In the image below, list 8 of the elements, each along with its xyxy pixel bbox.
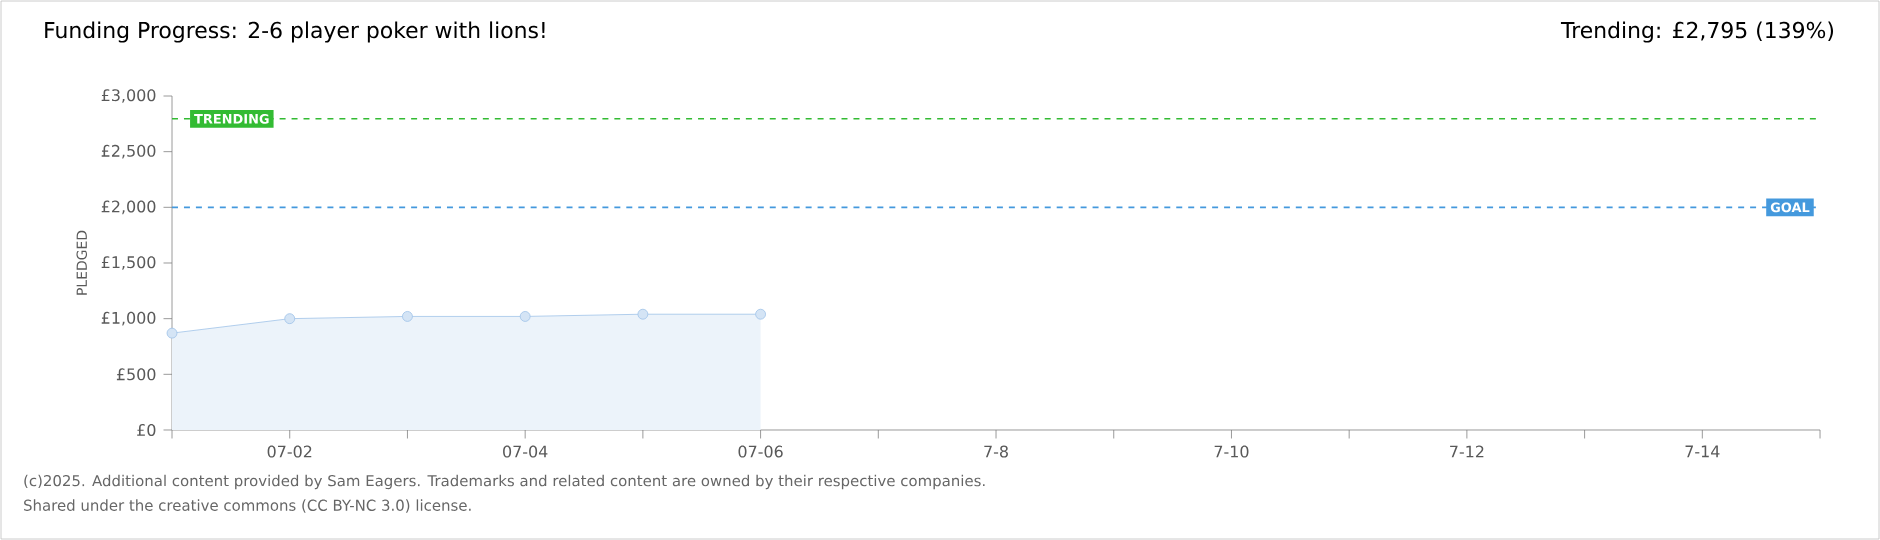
chart-title: Funding Progress: 2-6 player poker with lions! [45, 21, 545, 43]
point [402, 311, 413, 322]
point [284, 313, 296, 325]
chart-subtitle: Trending: £2,795 (139%) [1560, 21, 1834, 43]
point [755, 308, 766, 320]
point [519, 311, 531, 322]
point [166, 327, 178, 339]
point [637, 308, 649, 320]
